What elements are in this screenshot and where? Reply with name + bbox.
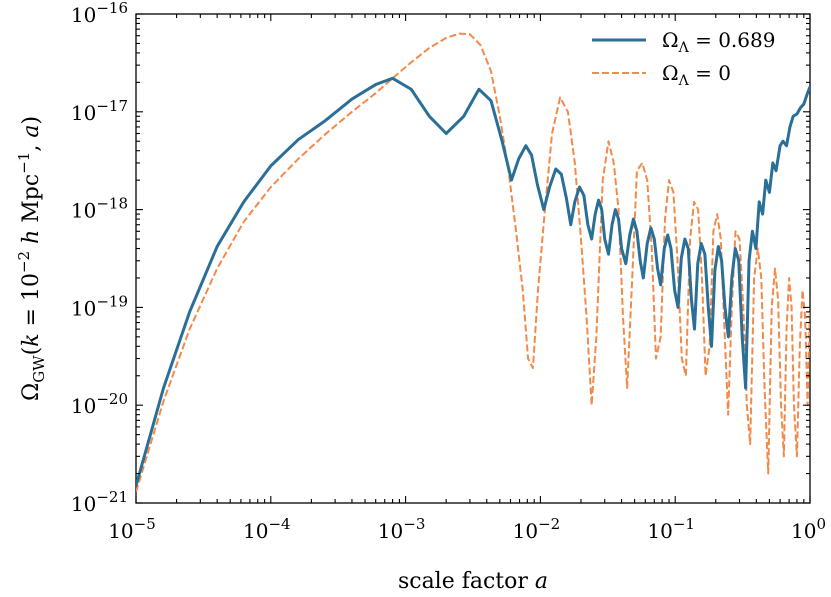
y-tick-label: 10−17	[71, 97, 128, 125]
y-ticks: 10−21 10−20 10−19 10−18 10−17 10−16	[71, 0, 810, 516]
y-tick-label: 10−21	[71, 488, 128, 516]
y-tick-label: 10−20	[71, 390, 128, 418]
x-tick-label: 10−2	[513, 515, 561, 543]
x-ticks: 10−5 10−4 10−3 10−2 10−1 100	[108, 14, 826, 543]
x-tick-label: 10−3	[378, 515, 426, 543]
y-axis-label: ΩGW(k = 10−2 h Mpc−1, a)	[15, 116, 48, 401]
legend-entry-label: ΩΛ = 0	[662, 61, 731, 89]
y-tick-label: 10−18	[71, 195, 128, 223]
y-tick-label: 10−16	[71, 0, 128, 27]
plot-area: 10−5 10−4 10−3 10−2 10−1 100 10−2110−2010−191…	[71, 0, 826, 543]
series-layer	[136, 32, 810, 493]
axes-frame	[135, 13, 811, 504]
x-axis-label: scale factor a	[398, 569, 548, 594]
x-tick-label: 10−4	[243, 515, 291, 543]
x-tick-label: 10−1	[647, 515, 695, 543]
legend: ΩΛ = 0.689 ΩΛ = 0	[592, 28, 775, 89]
legend-entry-label: ΩΛ = 0.689	[662, 28, 775, 56]
x-tick-label: 100	[791, 515, 826, 543]
x-tick-label: 10−5	[108, 515, 156, 543]
y-tick-label: 10−19	[71, 292, 128, 320]
series-line-omega-lambda-0689	[136, 76, 810, 487]
